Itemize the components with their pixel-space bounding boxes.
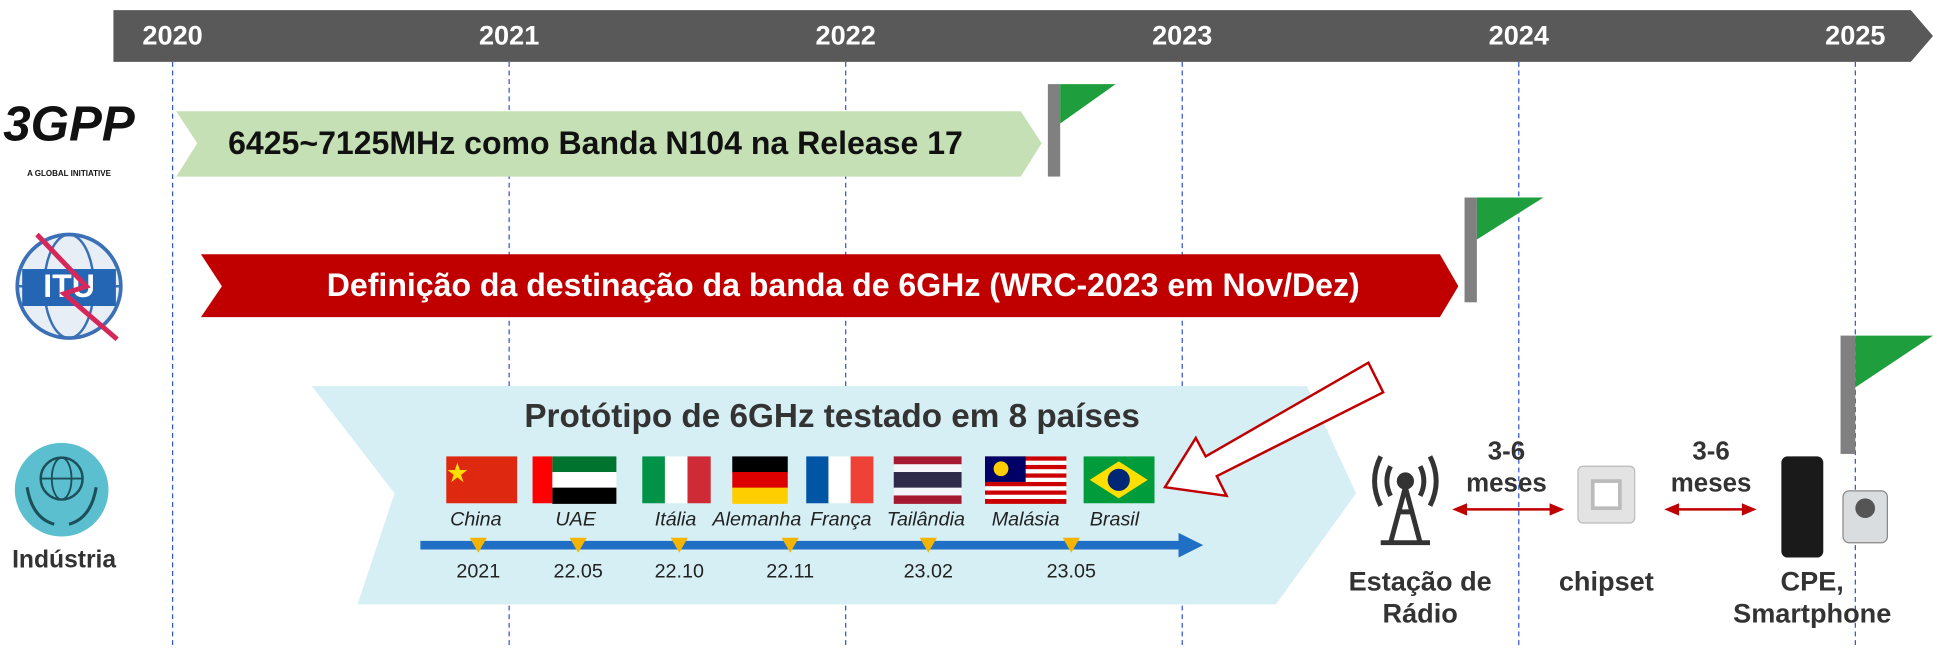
year-label: 2023 bbox=[1152, 19, 1212, 50]
interval-arrow-head bbox=[1742, 503, 1757, 515]
country-date: 22.10 bbox=[655, 560, 704, 582]
radio-icon bbox=[1375, 456, 1437, 542]
country-name: Tailândia bbox=[887, 509, 965, 531]
flag-stripe bbox=[665, 456, 688, 503]
interval-label-line: meses bbox=[1671, 470, 1752, 498]
country-date: 22.11 bbox=[766, 560, 814, 582]
device-label-line: CPE, bbox=[1781, 566, 1844, 597]
flag-stripe bbox=[985, 490, 1066, 495]
flag-stripe bbox=[642, 456, 665, 503]
flag-milestone bbox=[1841, 336, 1933, 454]
logo-itu: ITU bbox=[17, 235, 121, 340]
interval-label-line: 3-6 bbox=[1692, 438, 1729, 466]
flag-stripe bbox=[894, 495, 962, 503]
flag-milestone bbox=[1048, 84, 1116, 176]
banner-itu-label: Definição da destinação da banda de 6GHz… bbox=[327, 267, 1360, 303]
country: França bbox=[806, 456, 873, 530]
flag-stripe bbox=[446, 456, 517, 503]
logo-3gpp: 3GPP A GLOBAL INITIATIVE bbox=[3, 96, 135, 178]
interval-arrow-head bbox=[1664, 503, 1679, 515]
flag-stripe bbox=[533, 456, 553, 503]
logo-3gpp-subtitle: A GLOBAL INITIATIVE bbox=[27, 169, 112, 178]
logo-3gpp-text: 3GPP bbox=[3, 96, 135, 151]
device-label-line: Rádio bbox=[1383, 598, 1458, 629]
country-name: Malásia bbox=[992, 509, 1060, 531]
country-date: 23.05 bbox=[1047, 560, 1096, 582]
logo-industry: Indústria bbox=[12, 443, 116, 574]
flag-stripe bbox=[985, 482, 1066, 487]
interval-label: 3-6 meses bbox=[1466, 438, 1547, 498]
logo-industry-text: Indústria bbox=[12, 547, 116, 574]
interval-label-line: 3-6 bbox=[1488, 438, 1525, 466]
flag-stripe bbox=[552, 472, 616, 488]
flag-stripe bbox=[985, 495, 1066, 500]
device-label: chipset bbox=[1559, 566, 1654, 597]
flag-stripe bbox=[552, 456, 616, 472]
year-label: 2025 bbox=[1825, 19, 1885, 50]
country-date: 23.02 bbox=[904, 560, 953, 582]
year-label: 2020 bbox=[142, 19, 202, 50]
year-label: 2022 bbox=[816, 19, 876, 50]
year-bar bbox=[113, 10, 1933, 62]
page: 2020 2021 2022 2023 2024 2025 3GPP A GLOBAL I… bbox=[0, 0, 1933, 649]
prototype-title: Protótipo de 6GHz testado em 8 países bbox=[524, 398, 1140, 435]
timeline-diagram: 2020 2021 2022 2023 2024 2025 3GPP A GLOBAL I… bbox=[0, 0, 1933, 649]
device-label-line: Estação de bbox=[1349, 566, 1492, 597]
interval-label-line: meses bbox=[1466, 470, 1547, 498]
flag-stripe bbox=[732, 456, 787, 472]
flag-stripe bbox=[806, 456, 829, 503]
interval-arrow-head bbox=[1550, 503, 1565, 515]
year-label: 2021 bbox=[479, 19, 539, 50]
device-label-line: Smartphone bbox=[1733, 598, 1891, 629]
flag-stripe bbox=[828, 456, 851, 503]
flag-stripe bbox=[894, 472, 962, 488]
country-name: França bbox=[810, 509, 871, 531]
flag-stripe bbox=[732, 488, 787, 504]
flag-stripe bbox=[552, 488, 616, 504]
country-name: Alemanha bbox=[712, 509, 802, 531]
banner-3gpp-label: 6425~7125MHz como Banda N104 na Release … bbox=[228, 125, 963, 161]
flag-stripe bbox=[985, 486, 1066, 491]
year-label: 2024 bbox=[1489, 19, 1549, 50]
country-date: 22.05 bbox=[553, 560, 602, 582]
flag-stripe bbox=[687, 456, 710, 503]
flag-stripe bbox=[894, 488, 962, 496]
interval-label: 3-6 meses bbox=[1671, 438, 1752, 498]
cpe-icon bbox=[1781, 456, 1887, 557]
flag-moon bbox=[994, 461, 1009, 476]
flag-stripe bbox=[894, 456, 962, 464]
flag-globe bbox=[1108, 469, 1130, 491]
country-name: Itália bbox=[655, 509, 697, 531]
device-label-line: chipset bbox=[1559, 566, 1654, 597]
device-label: CPE,Smartphone bbox=[1733, 566, 1891, 629]
interval-arrow-head bbox=[1452, 503, 1467, 515]
chip-icon bbox=[1578, 466, 1635, 523]
flag-stripe bbox=[894, 464, 962, 472]
flag-stripe bbox=[985, 499, 1066, 504]
country-name: China bbox=[450, 509, 502, 531]
country-name: UAE bbox=[555, 509, 596, 531]
country-name: Brasil bbox=[1090, 509, 1140, 531]
country-date: 2021 bbox=[456, 560, 500, 582]
flag-stripe bbox=[851, 456, 874, 503]
flag-milestone bbox=[1465, 198, 1544, 303]
flag-stripe bbox=[732, 472, 787, 488]
